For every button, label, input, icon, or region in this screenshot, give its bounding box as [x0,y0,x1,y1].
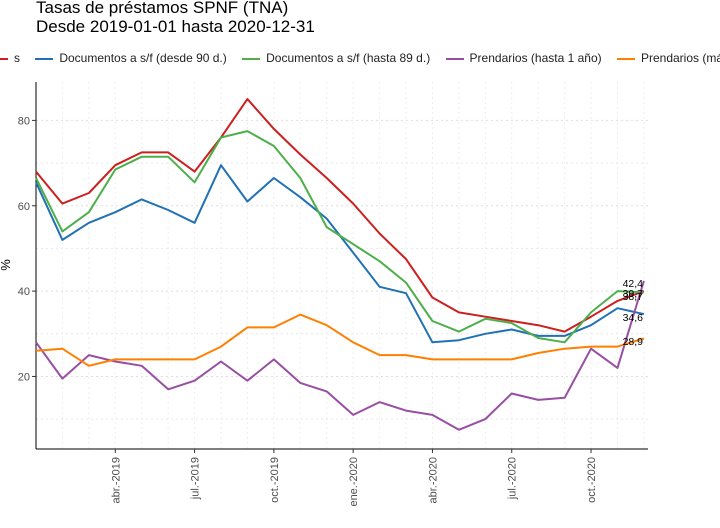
x-tick-label: ene.-2020 [348,457,360,507]
series-line [35,98,645,333]
end-value-label: 34,6 [623,312,644,324]
legend-item: Prendarios (hasta 1 año) [445,50,602,65]
end-value-label: 38,7 [623,291,644,303]
legend-item: Documentos a s/f (hasta 89 d.) [242,51,430,65]
legend-swatch [0,57,8,60]
legend-swatch [242,57,261,60]
end-value-label: 42,4 [623,278,644,290]
x-tick-label: oct.-2019 [269,457,281,503]
series-line [35,280,645,431]
series-line [35,130,644,344]
legend-label: Documentos a s/f (hasta 89 d.) [266,50,431,65]
x-tick-label: jul.-2020 [507,457,519,500]
chart-subtitle: Desde 2019-01-01 hasta 2020-12-31 [36,17,315,36]
series-line [35,313,645,367]
legend-item: Documentos a s/f (desde 90 d.) [35,50,227,65]
legend-item: s [0,51,20,65]
y-axis-title: % [0,259,13,271]
chart-title: Tasas de préstamos SPNF (TNA) [36,0,289,17]
legend-label: Prendarios (hasta 1 año) [469,50,602,65]
legend-label: Documentos a s/f (desde 90 d.) [59,50,227,65]
y-tick-label: 20 [18,371,30,383]
x-tick-label: oct.-2020 [586,457,598,503]
x-tick-label: abr.-2020 [427,457,439,503]
end-value-label: 28,9 [623,336,644,348]
y-tick-label: 40 [18,286,30,298]
x-tick-label: abr.-2019 [110,457,122,503]
legend-item: Prendarios (más de [616,50,720,65]
legend-label: s [14,50,20,65]
end-value-label: 39,7 [623,288,644,300]
legend-swatch [616,57,635,60]
x-tick-label: jul.-2019 [190,457,202,500]
legend-swatch [35,57,54,60]
y-tick-label: 80 [18,115,30,127]
legend-swatch [445,57,464,60]
y-tick-label: 60 [18,201,30,213]
legend-label: Prendarios (más de [640,50,720,65]
legend: s Documentos a s/f (desde 90 d.) Documen… [0,50,720,70]
